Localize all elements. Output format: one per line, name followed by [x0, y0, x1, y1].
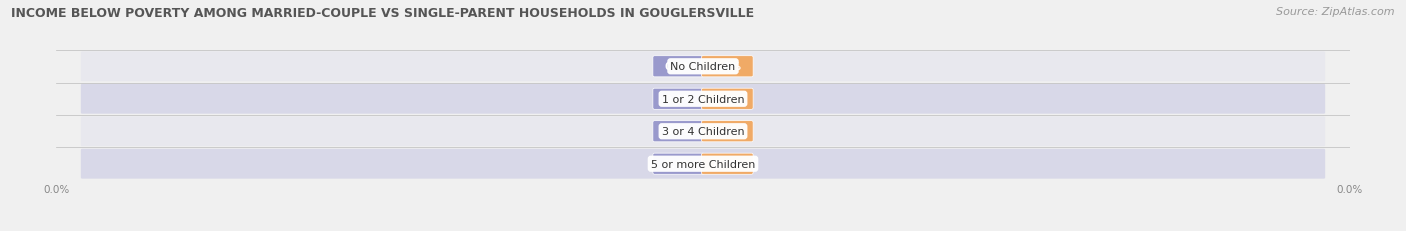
Text: 0.0%: 0.0%: [664, 127, 693, 137]
Text: Source: ZipAtlas.com: Source: ZipAtlas.com: [1277, 7, 1395, 17]
Text: No Children: No Children: [671, 62, 735, 72]
FancyBboxPatch shape: [80, 117, 1326, 146]
Text: 5 or more Children: 5 or more Children: [651, 159, 755, 169]
Text: 0.0%: 0.0%: [713, 127, 742, 137]
FancyBboxPatch shape: [702, 89, 754, 110]
FancyBboxPatch shape: [80, 85, 1326, 114]
Text: 1 or 2 Children: 1 or 2 Children: [662, 94, 744, 104]
Text: 0.0%: 0.0%: [713, 159, 742, 169]
Text: 3 or 4 Children: 3 or 4 Children: [662, 127, 744, 137]
Text: 0.0%: 0.0%: [664, 159, 693, 169]
FancyBboxPatch shape: [80, 52, 1326, 82]
Text: 0.0%: 0.0%: [664, 62, 693, 72]
Text: 0.0%: 0.0%: [713, 94, 742, 104]
FancyBboxPatch shape: [652, 89, 704, 110]
FancyBboxPatch shape: [652, 154, 704, 175]
Text: INCOME BELOW POVERTY AMONG MARRIED-COUPLE VS SINGLE-PARENT HOUSEHOLDS IN GOUGLER: INCOME BELOW POVERTY AMONG MARRIED-COUPL…: [11, 7, 755, 20]
FancyBboxPatch shape: [702, 121, 754, 142]
FancyBboxPatch shape: [652, 56, 704, 78]
FancyBboxPatch shape: [80, 149, 1326, 179]
Text: 0.0%: 0.0%: [713, 62, 742, 72]
FancyBboxPatch shape: [702, 154, 754, 175]
Text: 0.0%: 0.0%: [664, 94, 693, 104]
FancyBboxPatch shape: [702, 56, 754, 78]
FancyBboxPatch shape: [652, 121, 704, 142]
